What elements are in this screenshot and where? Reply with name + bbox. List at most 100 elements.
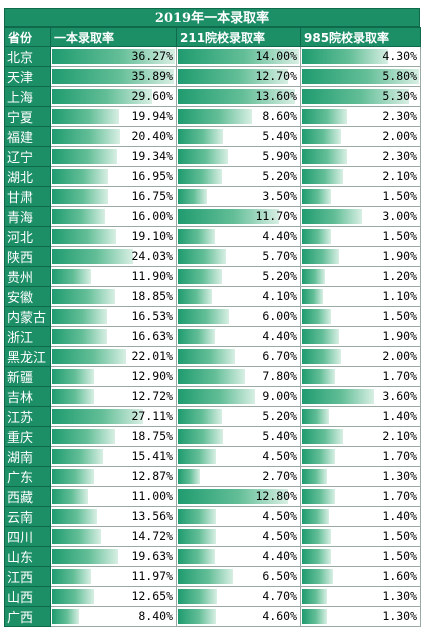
- 985-rate-cell: 1.50%: [300, 306, 421, 327]
- 985-rate-databar: [302, 209, 362, 224]
- tier1-rate-value: 11.00%: [131, 489, 173, 503]
- 211-rate-cell: 5.90%: [176, 146, 301, 167]
- header-tier1-rate: 一本录取率: [50, 27, 177, 47]
- 985-rate-databar: [302, 149, 348, 164]
- province-cell: 北京: [4, 46, 51, 67]
- tier1-rate-cell: 12.90%: [50, 366, 177, 387]
- 985-rate-databar: [302, 249, 339, 264]
- 211-rate-databar: [178, 549, 215, 564]
- tier1-rate-databar: [52, 469, 95, 484]
- 211-rate-value: 6.70%: [262, 349, 297, 363]
- 985-rate-value: 1.70%: [382, 369, 417, 383]
- 985-rate-databar: [302, 49, 389, 64]
- 985-rate-value: 2.30%: [382, 109, 417, 123]
- 211-rate-value: 14.00%: [255, 49, 297, 63]
- table-row: 广西 8.40% 4.60% 1.30%: [4, 606, 421, 627]
- 985-rate-cell: 1.20%: [300, 266, 421, 287]
- 211-rate-value: 7.80%: [262, 369, 297, 383]
- tier1-rate-databar: [52, 149, 117, 164]
- 985-rate-databar: [302, 369, 335, 384]
- tier1-rate-value: 18.85%: [131, 289, 173, 303]
- 211-rate-cell: 5.20%: [176, 166, 301, 187]
- 211-rate-cell: 13.60%: [176, 86, 301, 107]
- tier1-rate-cell: 16.63%: [50, 326, 177, 347]
- 211-rate-value: 4.50%: [262, 509, 297, 523]
- province-cell: 湖南: [4, 446, 51, 467]
- tier1-rate-value: 11.90%: [131, 269, 173, 283]
- 211-rate-cell: 6.00%: [176, 306, 301, 327]
- 985-rate-databar: [302, 449, 335, 464]
- 985-rate-value: 2.30%: [382, 149, 417, 163]
- 985-rate-value: 1.50%: [382, 549, 417, 563]
- 985-rate-value: 1.20%: [382, 269, 417, 283]
- 211-rate-databar: [178, 249, 227, 264]
- table-row: 上海 29.60% 13.60% 5.30%: [4, 86, 421, 107]
- tier1-rate-cell: 8.40%: [50, 606, 177, 627]
- 985-rate-value: 1.50%: [382, 189, 417, 203]
- province-cell: 湖北: [4, 166, 51, 187]
- 211-rate-cell: 3.50%: [176, 186, 301, 207]
- tier1-rate-databar: [52, 309, 107, 324]
- 211-rate-databar: [178, 289, 213, 304]
- table-row: 四川 14.72% 4.50% 1.50%: [4, 526, 421, 547]
- 985-rate-databar: [302, 89, 409, 104]
- 985-rate-databar: [302, 289, 323, 304]
- table-row: 西藏 11.00% 12.80% 1.70%: [4, 486, 421, 507]
- 985-rate-cell: 5.30%: [300, 86, 421, 107]
- 985-rate-value: 1.90%: [382, 329, 417, 343]
- province-cell: 上海: [4, 86, 51, 107]
- 211-rate-value: 5.70%: [262, 249, 297, 263]
- 985-rate-value: 2.00%: [382, 349, 417, 363]
- 985-rate-value: 1.30%: [382, 469, 417, 483]
- 211-rate-cell: 5.20%: [176, 406, 301, 427]
- province-cell: 内蒙古: [4, 306, 51, 327]
- tier1-rate-value: 22.01%: [131, 349, 173, 363]
- tier1-rate-databar: [52, 189, 108, 204]
- tier1-rate-value: 19.34%: [131, 149, 173, 163]
- 985-rate-databar: [302, 469, 327, 484]
- province-cell: 广东: [4, 466, 51, 487]
- tier1-rate-value: 16.63%: [131, 329, 173, 343]
- tier1-rate-databar: [52, 109, 119, 124]
- tier1-rate-cell: 20.40%: [50, 126, 177, 147]
- tier1-rate-databar: [52, 489, 88, 504]
- 985-rate-cell: 1.40%: [300, 406, 421, 427]
- tier1-rate-value: 20.40%: [131, 129, 173, 143]
- 211-rate-value: 4.50%: [262, 449, 297, 463]
- table-row: 宁夏 19.94% 8.60% 2.30%: [4, 106, 421, 127]
- 985-rate-value: 1.60%: [382, 569, 417, 583]
- 985-rate-value: 1.40%: [382, 409, 417, 423]
- 211-rate-cell: 7.80%: [176, 366, 301, 387]
- 985-rate-databar: [302, 229, 331, 244]
- 985-rate-databar: [302, 549, 331, 564]
- table-row: 安徽 18.85% 4.10% 1.10%: [4, 286, 421, 307]
- tier1-rate-databar: [52, 69, 174, 84]
- 985-rate-value: 1.10%: [382, 289, 417, 303]
- 211-rate-value: 6.50%: [262, 569, 297, 583]
- 985-rate-databar: [302, 109, 348, 124]
- 211-rate-databar: [178, 109, 252, 124]
- province-cell: 天津: [4, 66, 51, 87]
- 211-rate-databar: [178, 509, 216, 524]
- 211-rate-value: 4.40%: [262, 229, 297, 243]
- 211-rate-databar: [178, 49, 299, 64]
- province-cell: 陕西: [4, 246, 51, 267]
- 985-rate-cell: 1.10%: [300, 286, 421, 307]
- header-211-rate: 211院校录取率: [176, 27, 301, 47]
- 211-rate-databar: [178, 89, 296, 104]
- tier1-rate-databar: [52, 589, 94, 604]
- tier1-rate-value: 35.89%: [131, 69, 173, 83]
- admission-rate-table: 省份 一本录取率 211院校录取率 985院校录取率 北京 36.27% 14.00…: [4, 27, 421, 627]
- 211-rate-value: 5.40%: [262, 129, 297, 143]
- 985-rate-value: 1.40%: [382, 509, 417, 523]
- 211-rate-databar: [178, 69, 288, 84]
- tier1-rate-value: 11.97%: [131, 569, 173, 583]
- 985-rate-cell: 3.00%: [300, 206, 421, 227]
- 985-rate-cell: 2.00%: [300, 346, 421, 367]
- province-cell: 云南: [4, 506, 51, 527]
- province-cell: 江苏: [4, 406, 51, 427]
- province-cell: 河北: [4, 226, 51, 247]
- 211-rate-cell: 4.50%: [176, 446, 301, 467]
- tier1-rate-cell: 11.97%: [50, 566, 177, 587]
- tier1-rate-databar: [52, 89, 152, 104]
